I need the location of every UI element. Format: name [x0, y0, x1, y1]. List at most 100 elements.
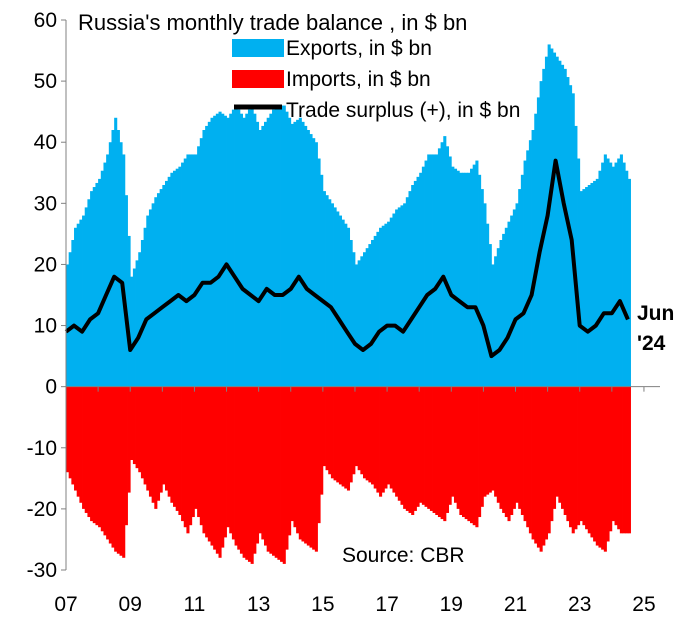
imports-bar	[459, 386, 463, 515]
imports-bar	[475, 386, 479, 528]
exports-bar	[475, 160, 479, 387]
exports-bar	[445, 146, 450, 387]
imports-bar	[526, 386, 530, 528]
exports-bar	[451, 166, 455, 387]
imports-bar	[215, 386, 219, 554]
imports-bar	[98, 386, 102, 528]
exports-bar	[325, 195, 329, 387]
imports-bar	[298, 386, 302, 540]
imports-bar	[346, 386, 351, 491]
imports-bar	[354, 386, 359, 467]
imports-bar	[221, 386, 225, 548]
imports-bar	[451, 386, 455, 497]
imports-bar	[566, 386, 570, 522]
exports-bar	[229, 113, 233, 387]
imports-bar	[82, 386, 86, 509]
imports-bar	[550, 386, 554, 522]
imports-bar	[448, 386, 452, 505]
exports-bar	[333, 207, 337, 387]
imports-bar	[379, 386, 383, 497]
exports-bar	[577, 158, 581, 387]
legend-label-surplus: Trade surplus (+), in $ bn	[286, 99, 520, 122]
imports-bar	[424, 386, 428, 507]
y-tick-label: 40	[34, 131, 57, 154]
imports-bar	[124, 386, 128, 526]
exports-bar	[611, 166, 615, 387]
imports-bar	[609, 386, 613, 532]
exports-bar	[408, 191, 412, 387]
exports-bar	[250, 105, 254, 387]
imports-bar	[389, 386, 393, 489]
imports-bar	[555, 386, 559, 497]
imports-bar	[601, 386, 605, 550]
exports-bar	[274, 105, 278, 387]
exports-bar	[365, 248, 369, 387]
imports-bar	[496, 386, 500, 503]
imports-bar	[135, 386, 139, 469]
exports-bar	[552, 52, 557, 387]
imports-bar	[472, 386, 476, 526]
exports-bar	[443, 136, 447, 387]
imports-bar	[320, 386, 324, 495]
y-tick-label: 60	[34, 9, 57, 32]
imports-bar	[167, 386, 171, 497]
imports-bar	[403, 386, 407, 509]
imports-bar	[614, 386, 618, 526]
imports-bar	[213, 386, 217, 550]
exports-bar	[360, 256, 364, 387]
imports-bar	[357, 386, 361, 471]
exports-bar	[100, 170, 104, 387]
exports-bar	[488, 244, 492, 387]
exports-bar	[397, 207, 401, 387]
exports-bar	[609, 162, 613, 387]
imports-bar	[569, 386, 573, 528]
y-tick-label: 30	[34, 192, 57, 215]
exports-bar	[504, 227, 508, 387]
imports-bar	[625, 386, 629, 534]
exports-bar	[301, 121, 305, 387]
imports-bar	[130, 386, 134, 460]
imports-bar	[341, 386, 345, 487]
imports-bar	[290, 386, 294, 522]
exports-bar	[119, 142, 123, 387]
y-tick-label: 20	[34, 253, 57, 276]
imports-bar	[408, 386, 412, 513]
imports-bar	[435, 386, 439, 515]
exports-bar	[617, 158, 621, 387]
exports-bar	[403, 203, 407, 387]
imports-bar	[223, 386, 227, 538]
imports-bar	[245, 386, 249, 560]
exports-bar	[387, 221, 391, 387]
exports-bar	[146, 215, 150, 387]
imports-bar	[92, 386, 96, 524]
x-tick-label: 13	[247, 593, 270, 616]
imports-bar	[400, 386, 404, 505]
imports-bar	[325, 386, 329, 471]
exports-bar	[178, 166, 182, 387]
exports-bar	[371, 240, 375, 387]
imports-bar	[494, 386, 498, 497]
imports-bar	[239, 386, 243, 554]
x-axis-ticks: 07 09 11 13 15 17 19 21 23 25	[54, 593, 655, 616]
imports-bar	[95, 386, 99, 526]
exports-bar	[491, 264, 495, 387]
imports-bar	[467, 386, 471, 522]
exports-bar	[159, 189, 163, 387]
exports-bar	[247, 109, 252, 387]
imports-bar	[199, 386, 203, 526]
exports-bar	[167, 176, 171, 387]
imports-bar	[627, 386, 631, 534]
imports-bar	[76, 386, 80, 497]
exports-bar	[191, 154, 195, 387]
exports-bar	[534, 113, 538, 387]
imports-bar	[127, 386, 131, 493]
exports-bar	[625, 170, 629, 387]
imports-bar	[622, 386, 626, 534]
exports-bar	[76, 223, 80, 387]
imports-bar	[226, 386, 230, 528]
imports-bar	[563, 386, 567, 515]
imports-bar	[587, 386, 591, 534]
imports-bar	[138, 386, 142, 473]
legend-label-exports: Exports, in $ bn	[286, 37, 432, 60]
imports-bar	[561, 386, 565, 509]
